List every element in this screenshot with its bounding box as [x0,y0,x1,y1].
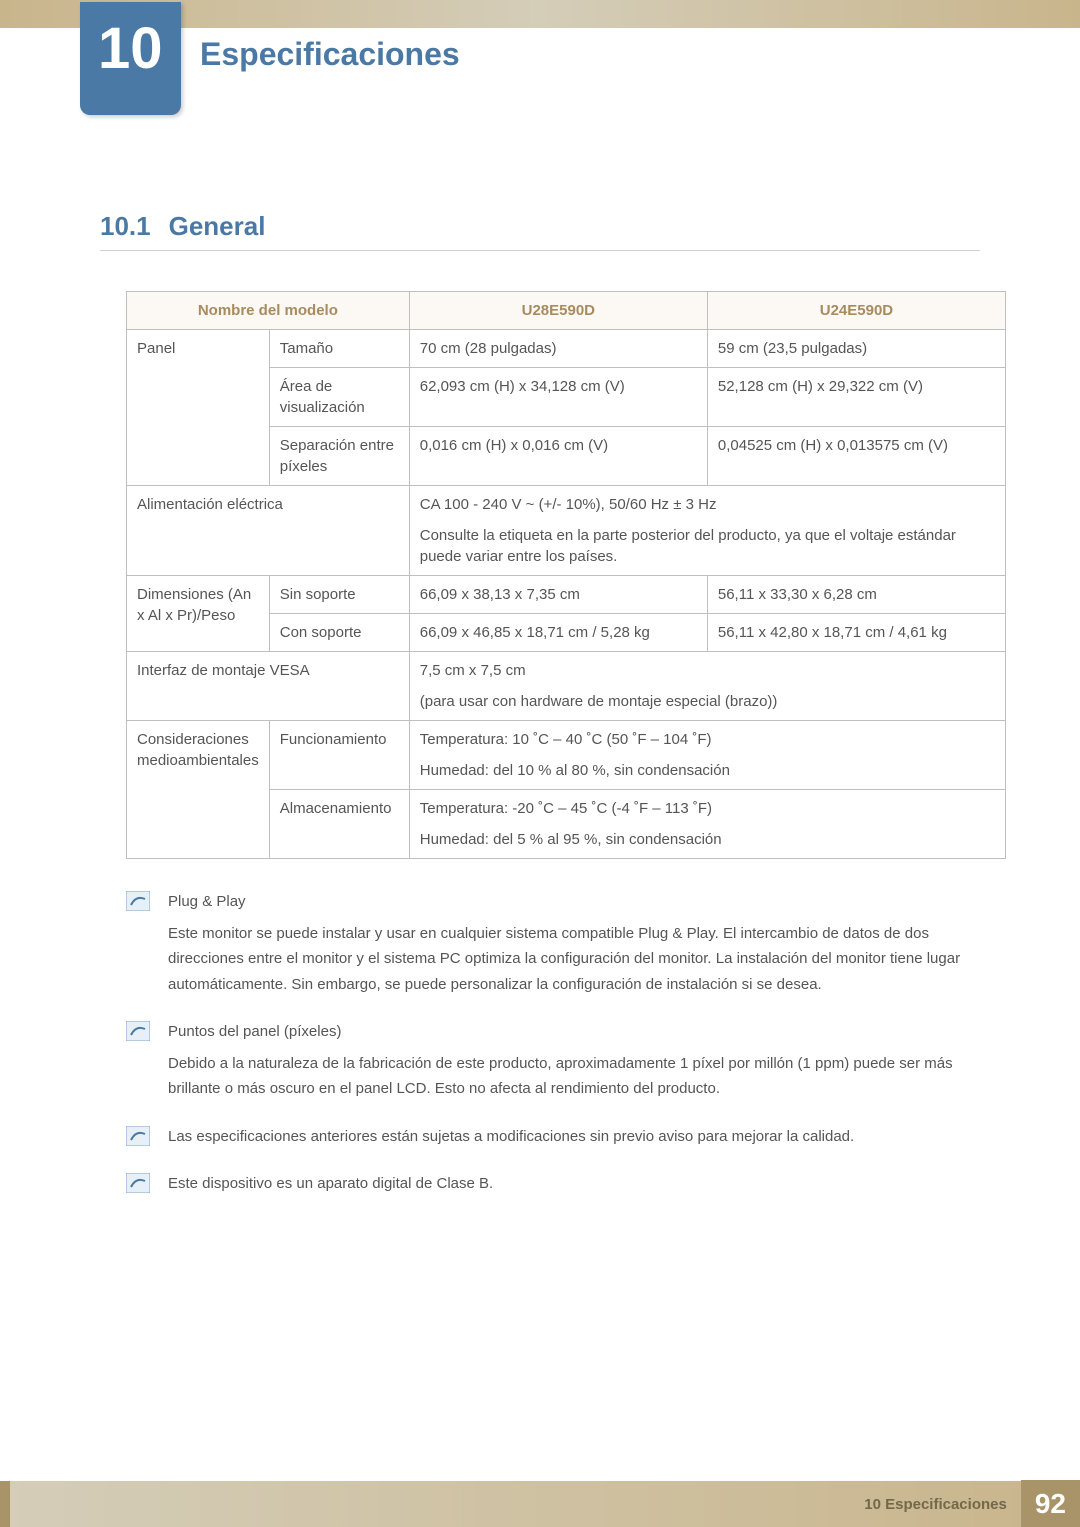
power-line2: Consulte la etiqueta en la parte posteri… [420,525,995,567]
cell-func-label: Funcionamiento [269,721,409,790]
cell-dim-label: Dimensiones (An x Al x Pr)/Peso [127,576,270,652]
func-line2: Humedad: del 10 % al 80 %, sin condensac… [420,760,995,781]
top-banner: 10 Especificaciones [0,0,1080,28]
page-footer: 10 Especificaciones 92 [0,1481,1080,1527]
cell-func-value: Temperatura: 10 ˚C – 40 ˚C (50 ˚F – 104 … [409,721,1005,790]
table-row: Interfaz de montaje VESA 7,5 cm x 7,5 cm… [127,652,1006,721]
note-text: Plug & Play Este monitor se puede instal… [168,889,980,997]
alm-line2: Humedad: del 5 % al 95 %, sin condensaci… [420,829,995,850]
cell-sin-soporte: Sin soporte [269,576,409,614]
table-header-row: Nombre del modelo U28E590D U24E590D [127,292,1006,330]
col-model1: U28E590D [409,292,707,330]
note-text: Este dispositivo es un aparato digital d… [168,1171,980,1197]
note-icon [126,891,150,911]
note-body: Las especificaciones anteriores están su… [168,1128,854,1145]
page-content: 10.1 General Nombre del modelo U28E590D U… [0,28,1080,1197]
note-icon [126,1173,150,1193]
cell-panel: Panel [127,330,270,486]
footer-page-number: 92 [1021,1480,1080,1527]
section-header: 10.1 General [100,208,980,251]
alm-line1: Temperatura: -20 ˚C – 45 ˚C (-4 ˚F – 113… [420,798,995,819]
cell-sep-m1: 0,016 cm (H) x 0,016 cm (V) [409,427,707,486]
vesa-line1: 7,5 cm x 7,5 cm [420,660,995,681]
cell-tamano: Tamaño [269,330,409,368]
note-text: Las especificaciones anteriores están su… [168,1124,980,1150]
cell-alm-label: Almacenamiento [269,790,409,859]
col-model2: U24E590D [707,292,1005,330]
cell-sep-m2: 0,04525 cm (H) x 0,013575 cm (V) [707,427,1005,486]
cell-power-label: Alimentación eléctrica [127,486,410,576]
vesa-line2: (para usar con hardware de montaje espec… [420,691,995,712]
note-body: Este monitor se puede instalar y usar en… [168,925,960,993]
cell-area-m2: 52,128 cm (H) x 29,322 cm (V) [707,368,1005,427]
note-body: Debido a la naturaleza de la fabricación… [168,1055,953,1098]
section-title: General [169,211,266,241]
cell-sin-m2: 56,11 x 33,30 x 6,28 cm [707,576,1005,614]
table-row: Dimensiones (An x Al x Pr)/Peso Sin sopo… [127,576,1006,614]
cell-tamano-m1: 70 cm (28 pulgadas) [409,330,707,368]
note-title: Plug & Play [168,889,980,915]
cell-sin-m1: 66,09 x 38,13 x 7,35 cm [409,576,707,614]
note-text: Puntos del panel (píxeles) Debido a la n… [168,1019,980,1102]
cell-alm-value: Temperatura: -20 ˚C – 45 ˚C (-4 ˚F – 113… [409,790,1005,859]
note-title: Puntos del panel (píxeles) [168,1019,980,1045]
cell-vesa-label: Interfaz de montaje VESA [127,652,410,721]
power-line1: CA 100 - 240 V ~ (+/- 10%), 50/60 Hz ± 3… [420,494,995,515]
table-row: Consideraciones medioambientales Funcion… [127,721,1006,790]
footer-chapter-label: 10 Especificaciones [864,1494,1007,1515]
note-spec-change: Las especificaciones anteriores están su… [126,1124,980,1150]
note-pixels: Puntos del panel (píxeles) Debido a la n… [126,1019,980,1102]
note-plug-play: Plug & Play Este monitor se puede instal… [126,889,980,997]
chapter-number-badge: 10 [80,2,181,115]
notes-block: Plug & Play Este monitor se puede instal… [126,889,980,1197]
cell-con-m1: 66,09 x 46,85 x 18,71 cm / 5,28 kg [409,614,707,652]
func-line1: Temperatura: 10 ˚C – 40 ˚C (50 ˚F – 104 … [420,729,995,750]
note-icon [126,1021,150,1041]
table-row: Panel Tamaño 70 cm (28 pulgadas) 59 cm (… [127,330,1006,368]
table-row: Alimentación eléctrica CA 100 - 240 V ~ … [127,486,1006,576]
section-number: 10.1 [100,211,151,241]
note-body: Este dispositivo es un aparato digital d… [168,1175,493,1192]
cell-area-m1: 62,093 cm (H) x 34,128 cm (V) [409,368,707,427]
cell-env-label: Consideraciones medioambientales [127,721,270,859]
cell-tamano-m2: 59 cm (23,5 pulgadas) [707,330,1005,368]
specifications-table: Nombre del modelo U28E590D U24E590D Pane… [126,291,1006,859]
note-class-b: Este dispositivo es un aparato digital d… [126,1171,980,1197]
col-model-name: Nombre del modelo [127,292,410,330]
chapter-title: Especificaciones [200,32,460,77]
footer-accent-bar [0,1481,10,1527]
cell-con-soporte: Con soporte [269,614,409,652]
cell-area: Área de visualización [269,368,409,427]
cell-sep: Separación entre píxeles [269,427,409,486]
cell-con-m2: 56,11 x 42,80 x 18,71 cm / 4,61 kg [707,614,1005,652]
cell-vesa-value: 7,5 cm x 7,5 cm (para usar con hardware … [409,652,1005,721]
note-icon [126,1126,150,1146]
cell-power-value: CA 100 - 240 V ~ (+/- 10%), 50/60 Hz ± 3… [409,486,1005,576]
